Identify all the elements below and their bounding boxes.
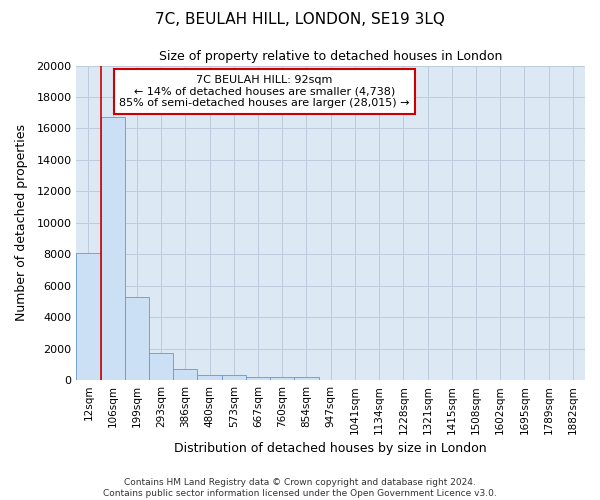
Bar (221, 376, 246, 380)
Bar (101, 118, 125, 380)
Y-axis label: Number of detached properties: Number of detached properties (15, 124, 28, 322)
Bar (76, 252, 101, 380)
Bar (295, 378, 319, 380)
Bar (246, 376, 270, 380)
Bar (149, 352, 173, 380)
Text: Contains HM Land Registry data © Crown copyright and database right 2024.
Contai: Contains HM Land Registry data © Crown c… (103, 478, 497, 498)
Title: Size of property relative to detached houses in London: Size of property relative to detached ho… (159, 50, 502, 63)
X-axis label: Distribution of detached houses by size in London: Distribution of detached houses by size … (175, 442, 487, 455)
Bar (270, 377, 295, 380)
Text: 7C, BEULAH HILL, LONDON, SE19 3LQ: 7C, BEULAH HILL, LONDON, SE19 3LQ (155, 12, 445, 28)
Text: 7C BEULAH HILL: 92sqm
← 14% of detached houses are smaller (4,738)
85% of semi-d: 7C BEULAH HILL: 92sqm ← 14% of detached … (119, 75, 410, 108)
Bar (125, 296, 149, 380)
Bar (173, 369, 197, 380)
Bar (197, 374, 221, 380)
